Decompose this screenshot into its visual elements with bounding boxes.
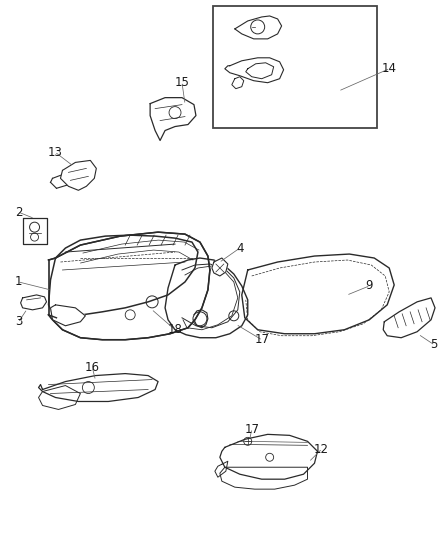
Polygon shape <box>220 434 318 479</box>
Polygon shape <box>49 232 210 340</box>
Polygon shape <box>165 258 248 338</box>
Text: 17: 17 <box>254 333 269 346</box>
Polygon shape <box>23 218 46 244</box>
Text: 9: 9 <box>366 279 373 293</box>
Polygon shape <box>39 374 158 401</box>
Polygon shape <box>60 160 96 190</box>
Bar <box>213 6 377 127</box>
Text: 2: 2 <box>15 206 22 219</box>
Polygon shape <box>39 385 81 409</box>
Text: 15: 15 <box>175 76 190 89</box>
Text: 13: 13 <box>48 146 63 159</box>
Polygon shape <box>21 295 46 310</box>
Polygon shape <box>212 258 228 276</box>
Text: 12: 12 <box>314 443 329 456</box>
Text: 16: 16 <box>85 361 100 374</box>
Text: 4: 4 <box>236 241 244 255</box>
Text: 17: 17 <box>244 423 259 436</box>
Polygon shape <box>215 461 228 477</box>
Polygon shape <box>150 98 196 141</box>
Polygon shape <box>235 16 282 39</box>
Text: 18: 18 <box>168 323 183 336</box>
Polygon shape <box>49 235 198 316</box>
Polygon shape <box>50 305 85 326</box>
Polygon shape <box>220 467 307 489</box>
Polygon shape <box>383 298 435 338</box>
Text: 5: 5 <box>431 338 438 351</box>
Polygon shape <box>232 77 244 88</box>
Text: 3: 3 <box>15 316 22 328</box>
Text: 14: 14 <box>381 62 397 75</box>
Text: 1: 1 <box>15 276 22 288</box>
Polygon shape <box>225 58 284 83</box>
Polygon shape <box>242 254 394 334</box>
